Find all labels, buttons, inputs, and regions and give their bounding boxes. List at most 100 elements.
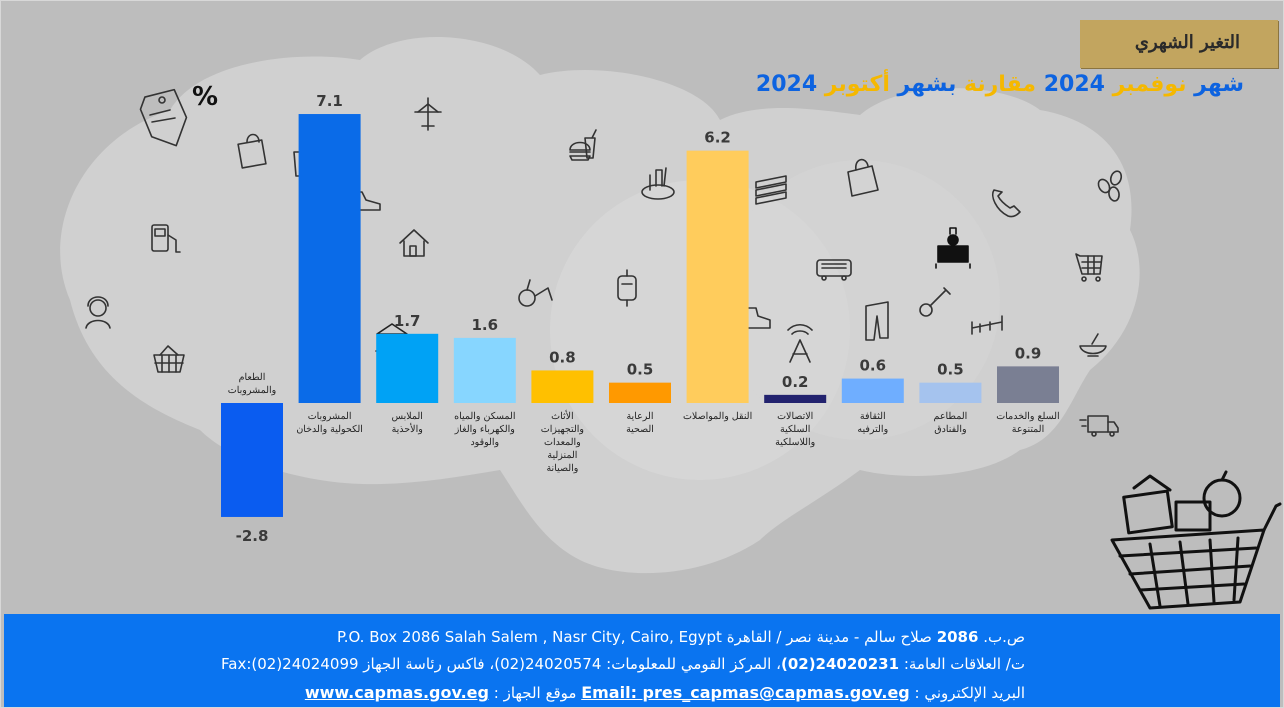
category-label: الأثاث والتجهيزات والمعدات المنزلية والصيانة (541, 410, 585, 474)
category-label: الطعام والمشروبات (228, 372, 277, 396)
chef-table-icon (935, 227, 971, 269)
value-label: 0.2 (782, 373, 809, 391)
category-label-line: الاتصالات (777, 411, 813, 422)
shopping-cart-illustration (1110, 470, 1282, 660)
footer-contact: البريد الإلكتروني : Email: pres_capmas@c… (305, 683, 1025, 702)
category-label: السلع والخدمات المتنوعة (996, 411, 1059, 435)
website-link[interactable]: www.capmas.gov.eg (304, 683, 489, 702)
bar (298, 114, 361, 403)
subtitle: شهر نوفمبر 2024 مقارنة بشهر أكتوبر 2024 (756, 72, 1244, 97)
percent-tag-icon (139, 88, 188, 147)
category-label-line: والأحذية (392, 423, 424, 435)
bar (841, 378, 904, 403)
guitar-icon (919, 287, 951, 317)
category-label-line: المشروبات (308, 411, 352, 422)
value-label: 1.6 (472, 316, 499, 334)
category-label-line: الثقافة (860, 411, 886, 422)
iv-bag-icon (617, 269, 637, 307)
value-label: 0.9 (1015, 344, 1042, 362)
category-label: المطاعم والفنادق (934, 411, 968, 435)
dinner-plate-icon (641, 167, 675, 200)
category-label-line: والمشروبات (228, 385, 277, 396)
subtitle-part: نوفمبر (1104, 72, 1187, 97)
phone-pr: 24020231(02) (780, 655, 900, 673)
antenna-icon (787, 323, 813, 363)
category-label: الملابس والأحذية (391, 411, 423, 435)
house-icon (399, 229, 429, 257)
category-label-line: السلكية (780, 424, 810, 435)
address-prefix: ص.ب. (978, 628, 1025, 646)
category-label-line: المتنوعة (1012, 424, 1044, 435)
coffee-beans-icon (1097, 170, 1123, 202)
headset-person-icon (85, 296, 111, 329)
bar (609, 382, 671, 403)
category-label-line: والتجهيزات (541, 424, 585, 435)
bus-icon (816, 259, 852, 281)
footer-phones: ت/ العلاقات العامة: 24020231(02)، المركز… (221, 655, 1025, 673)
phone-prefix: ت/ العلاقات العامة: (899, 655, 1025, 673)
subtitle-part: أكتوبر (817, 72, 890, 97)
category-label-line: النقل والمواصلات (683, 411, 752, 422)
subtitle-part: شهر (1186, 72, 1244, 97)
value-label: 0.5 (627, 361, 654, 379)
value-label: 0.5 (937, 361, 964, 379)
value-label: 7.1 (316, 92, 343, 110)
trousers-icon (865, 301, 889, 341)
category-label: المسكن والمياه والكهرباء والغاز والوقود (454, 411, 516, 448)
address-number: 2086 (936, 628, 979, 646)
category-label-line: واللاسلكية (775, 437, 816, 448)
category-label-line: والصيانة (546, 463, 578, 474)
bar (531, 370, 594, 403)
subtitle-part: 2024 (1036, 72, 1105, 97)
hookah-icon (518, 279, 553, 307)
category-label-line: الملابس (391, 411, 422, 422)
category-label-line: الأثاث (551, 410, 574, 422)
burger-drink-icon (569, 129, 597, 161)
shopping-bag-icon (237, 133, 267, 169)
email-link[interactable]: Email: pres_capmas@capmas.gov.eg (581, 683, 910, 702)
bar (997, 366, 1059, 403)
category-label-line: والمعدات (544, 437, 581, 448)
subtitle-part: 2024 (755, 72, 818, 97)
value-label: -2.8 (236, 527, 269, 545)
bar (919, 382, 982, 403)
value-label: 1.7 (394, 312, 421, 330)
category-label-line: المسكن والمياه (454, 411, 515, 422)
bar (764, 394, 827, 403)
delivery-truck-icon (1079, 415, 1119, 437)
bar (453, 337, 516, 403)
category-label-line: الطعام (239, 372, 266, 383)
address-english: P.O. Box 2086 Salah Salem , Nasr City, C… (336, 628, 727, 646)
page-title: التغير الشهري (1134, 32, 1240, 53)
category-label-line: والوقود (470, 437, 499, 448)
email-label: البريد الإلكتروني : (909, 684, 1025, 702)
category-label-line: الصحية (626, 424, 654, 435)
value-label: 6.2 (704, 129, 731, 147)
title-box: التغير الشهري (1080, 20, 1278, 68)
basket-icon (153, 345, 185, 373)
bar (376, 333, 439, 403)
mortar-icon (1079, 333, 1107, 357)
category-label-line: الكحولية والدخان (296, 424, 363, 435)
footer: ص.ب. 2086 صلاح سالم - مدينة نصر / القاهر… (4, 614, 1280, 708)
subtitle-part: مقارنة (956, 72, 1037, 97)
shopping-bag-outline-icon (847, 158, 879, 197)
airplane-icon (414, 97, 442, 131)
category-label-line: والترفيه (857, 424, 888, 435)
bar (221, 403, 283, 517)
category-label: النقل والمواصلات (683, 411, 752, 422)
category-label: الثقافة والترفيه (857, 411, 888, 435)
percent-sign: % (192, 82, 218, 112)
category-label: المشروبات الكحولية والدخان (296, 411, 363, 435)
value-label: 0.8 (549, 348, 576, 366)
books-icon (755, 175, 787, 205)
category-label: الرعاية الصحية (626, 411, 654, 435)
category-label-line: والكهرباء والغاز (454, 424, 516, 435)
site-label: موقع الجهاز : (488, 684, 582, 702)
category-label-line: المنزلية (547, 450, 577, 461)
fuel-pump-icon (151, 224, 181, 253)
value-label: 0.6 (860, 357, 887, 375)
footer-address: ص.ب. 2086 صلاح سالم - مدينة نصر / القاهر… (337, 628, 1025, 646)
bar (686, 150, 749, 403)
